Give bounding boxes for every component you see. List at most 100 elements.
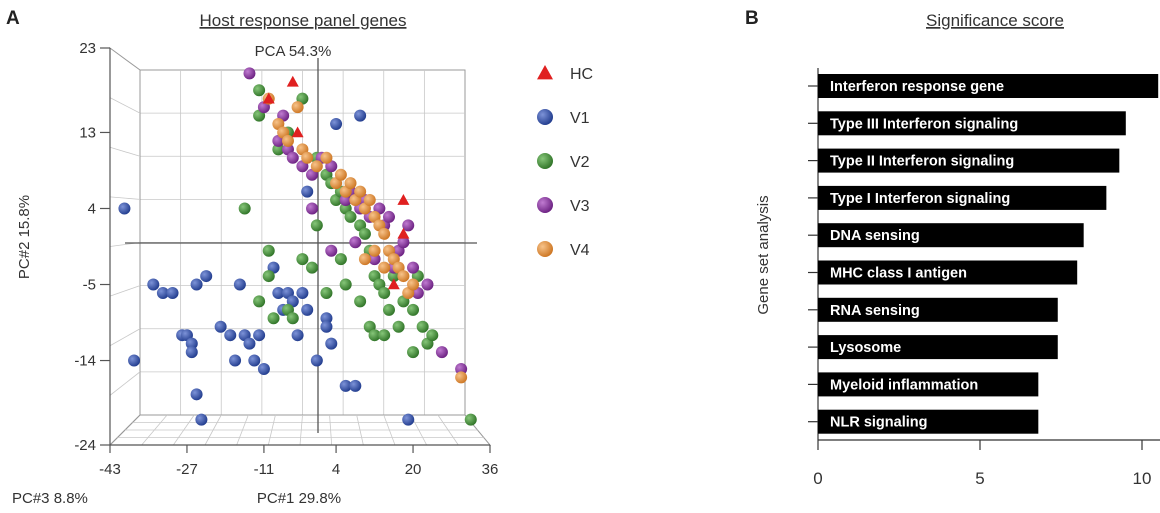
grid-line [109, 146, 141, 157]
pca-y-tick-label: 23 [79, 40, 96, 57]
pca-x-tick-label: -27 [176, 461, 198, 478]
pca-point-hc [397, 194, 410, 205]
pca-point-v3 [349, 236, 362, 249]
pca-point-v1 [330, 118, 343, 131]
pca-point-v4 [407, 278, 420, 291]
legend-label-hc: HC [570, 66, 593, 83]
bar-x-tick-label: 0 [813, 469, 822, 488]
pca-point-v1 [243, 337, 256, 350]
pca-point-v1 [214, 320, 227, 333]
pca-z-label: PC#3 8.8% [12, 490, 88, 507]
pca-point-v1 [156, 286, 169, 299]
bar-bars: Interferon response gene Type III Interfe… [808, 74, 1159, 434]
pca-point-v1 [190, 278, 203, 291]
pca-point-v2 [334, 253, 347, 266]
pca-point-v3 [407, 261, 420, 274]
legend-marker-hc [537, 65, 553, 80]
pca-point-v2 [320, 286, 333, 299]
grid-line [109, 196, 141, 200]
pca-x-ticks: -43 -27 -11 4 20 36 [99, 445, 498, 478]
pca-point-v2 [306, 261, 319, 274]
pca-point-v1 [229, 354, 242, 367]
grid-line [109, 328, 141, 347]
pca-point-v2 [368, 329, 381, 342]
pca-point-v3 [243, 67, 256, 80]
pca-point-v2 [464, 413, 477, 426]
panel-letter-a: A [6, 8, 20, 29]
pca-point-v1 [310, 354, 323, 367]
pca-point-v1 [349, 379, 362, 392]
pca-point-v3 [368, 253, 381, 266]
pca-point-v1 [296, 286, 309, 299]
bar-label: Lysosome [830, 340, 901, 356]
bar [818, 409, 1039, 434]
pca-point-v4 [358, 253, 371, 266]
pca-point-v1 [325, 337, 338, 350]
bar-label: Type II Interferon signaling [830, 154, 1014, 170]
pca-point-v2 [426, 329, 439, 342]
pca-point-v3 [382, 210, 395, 223]
pca-point-v4 [334, 168, 347, 181]
pca-point-v2 [378, 286, 391, 299]
pca-point-v2 [354, 295, 367, 308]
bar [818, 297, 1058, 322]
legend-label-v3: V3 [570, 198, 590, 215]
pca-point-v3 [325, 244, 338, 257]
bar [818, 185, 1107, 210]
pca-point-v2 [253, 84, 266, 97]
bar [818, 260, 1078, 285]
pca-point-v2 [253, 295, 266, 308]
bar [818, 335, 1058, 360]
pca-point-v3 [397, 236, 410, 249]
pca-top-label: PCA 54.3% [255, 43, 332, 60]
pca-y-tick-label: -14 [74, 353, 96, 370]
pca-point-v1 [190, 388, 203, 401]
pca-x-tick-label: -43 [99, 461, 121, 478]
pca-point-v2 [344, 210, 357, 223]
pca-point-v2 [310, 219, 323, 232]
pca-point-v3 [306, 202, 319, 215]
pca-title: Host response panel genes [200, 11, 407, 30]
pca-point-v1 [272, 286, 285, 299]
panel-letter-b: B [745, 8, 759, 29]
legend-label-v1: V1 [570, 110, 590, 127]
pca-point-v2 [238, 202, 251, 215]
pca-points [118, 67, 477, 426]
pca-point-v2 [407, 303, 420, 316]
pca-point-v2 [392, 320, 405, 333]
pca-point-v2 [262, 270, 275, 283]
pca-point-v2 [296, 253, 309, 266]
bar-x-ticks: 0 5 10 [813, 440, 1151, 488]
legend-label-v4: V4 [570, 242, 590, 259]
pca-point-v1 [301, 303, 314, 316]
bar [818, 223, 1084, 248]
pca-point-v1 [166, 286, 179, 299]
pca-point-hc [286, 75, 299, 87]
pca-point-v2 [378, 329, 391, 342]
pca-point-v4 [378, 227, 391, 240]
pca-point-hc [387, 278, 400, 290]
pca-point-v4 [455, 371, 468, 384]
pca-point-v3 [435, 346, 448, 359]
pca-point-v1 [195, 413, 208, 426]
legend-marker-v2 [537, 153, 553, 169]
pca-point-v1 [339, 379, 352, 392]
bar-label: DNA sensing [830, 228, 920, 244]
pca-point-v2 [286, 312, 299, 325]
pca-point-v4 [363, 194, 376, 207]
bar-title: Significance score [926, 11, 1064, 30]
bar-x-tick-label: 10 [1133, 469, 1152, 488]
pca-point-v1 [118, 202, 131, 215]
pca-point-v4 [310, 160, 323, 173]
bar [818, 148, 1120, 173]
pca-x-tick-label: 4 [332, 461, 340, 478]
pca-y-tick-label: -24 [74, 437, 96, 454]
pca-point-hc [291, 126, 304, 138]
pca-legend: HC V1 V2 V3 V4 [537, 65, 593, 259]
pca-point-v1 [320, 320, 333, 333]
pca-floor-grid [117, 414, 484, 446]
bar [818, 372, 1039, 397]
pca-point-v3 [286, 151, 299, 164]
pca-point-v2 [267, 312, 280, 325]
